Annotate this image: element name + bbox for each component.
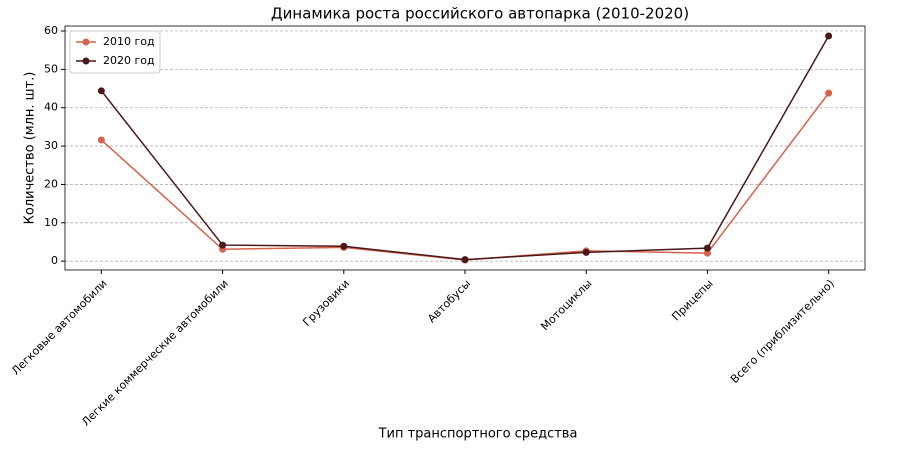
data-point <box>825 32 833 40</box>
y-tick-label: 30 <box>44 139 58 152</box>
y-tick-label: 10 <box>44 216 58 229</box>
x-tick-label: Легковые автомобили <box>9 277 110 378</box>
data-point <box>703 244 711 252</box>
data-point <box>340 242 348 250</box>
data-point <box>461 256 469 264</box>
legend-label: 2020 год <box>103 54 155 67</box>
data-point <box>219 241 227 249</box>
x-tick-label: Мотоциклы <box>538 277 594 333</box>
y-tick-label: 20 <box>44 177 58 190</box>
series-line <box>100 92 830 261</box>
x-tick-label: Всего (приблизительно) <box>728 277 837 386</box>
plot-frame <box>64 25 866 271</box>
x-tick-label: Прицепы <box>669 277 715 323</box>
x-tick-label: Легкие коммерческие автомобили <box>79 277 231 429</box>
data-point <box>97 87 105 95</box>
legend-marker <box>82 38 90 46</box>
data-point <box>703 249 711 257</box>
data-point <box>582 248 590 256</box>
chart-title: Динамика роста российского автопарка (20… <box>271 5 689 23</box>
y-tick-label: 60 <box>44 24 58 37</box>
y-tick-label: 0 <box>51 254 58 267</box>
x-tick-label: Автобусы <box>425 277 473 325</box>
y-axis-label: Количество (млн. шт.) <box>23 72 38 225</box>
x-tick-label: Грузовики <box>300 277 352 329</box>
data-point <box>825 89 833 97</box>
legend-label: 2010 год <box>103 35 155 48</box>
y-tick-label: 40 <box>44 101 58 114</box>
y-tick-label: 50 <box>44 62 58 75</box>
data-point <box>97 136 105 144</box>
legend-marker <box>82 57 90 65</box>
x-axis-label: Тип транспортного средства <box>378 427 578 442</box>
